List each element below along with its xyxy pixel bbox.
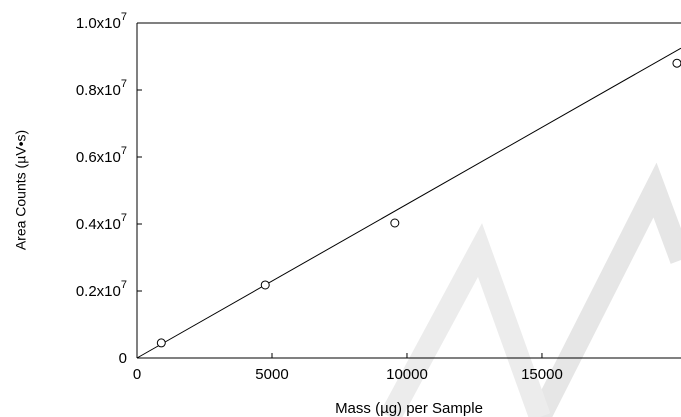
y-tick-label-base: 0.2x10 (76, 283, 121, 300)
y-tick-label-base: 0.8x10 (76, 82, 121, 99)
fit-line (136, 47, 681, 359)
y-tick-label-exponent: 7 (121, 78, 127, 90)
y-tick-label: 1.0x107 (76, 11, 127, 32)
y-tick-label-base: 1.0x10 (76, 15, 121, 32)
y-tick-label-exponent: 7 (121, 212, 127, 224)
x-tick-label: 5000 (255, 366, 288, 383)
data-point (390, 218, 400, 228)
x-tick-label: 0 (133, 366, 141, 383)
data-point (260, 280, 270, 290)
y-tick-label: 0.6x107 (76, 145, 127, 166)
watermark (380, 223, 551, 417)
y-tick-label-exponent: 7 (121, 11, 127, 23)
watermark (530, 162, 681, 417)
x-tick-label: 15000 (521, 366, 563, 383)
y-tick-label-base: 0.4x10 (76, 216, 121, 233)
y-axis-label: Area Counts (µV•s) (13, 130, 29, 250)
y-tick-label-exponent: 7 (121, 279, 127, 291)
y-tick-label: 0.2x107 (76, 279, 127, 300)
x-axis-label: Mass (µg) per Sample (335, 400, 483, 417)
y-tick-label: 0.4x107 (76, 212, 127, 233)
y-tick-label-exponent: 7 (121, 145, 127, 157)
data-point (672, 58, 681, 68)
y-tick-label: 0.8x107 (76, 78, 127, 99)
data-point (156, 338, 166, 348)
x-tick-label: 10000 (386, 366, 428, 383)
y-tick-label: 0 (119, 350, 127, 367)
y-tick-label-base: 0.6x10 (76, 149, 121, 166)
